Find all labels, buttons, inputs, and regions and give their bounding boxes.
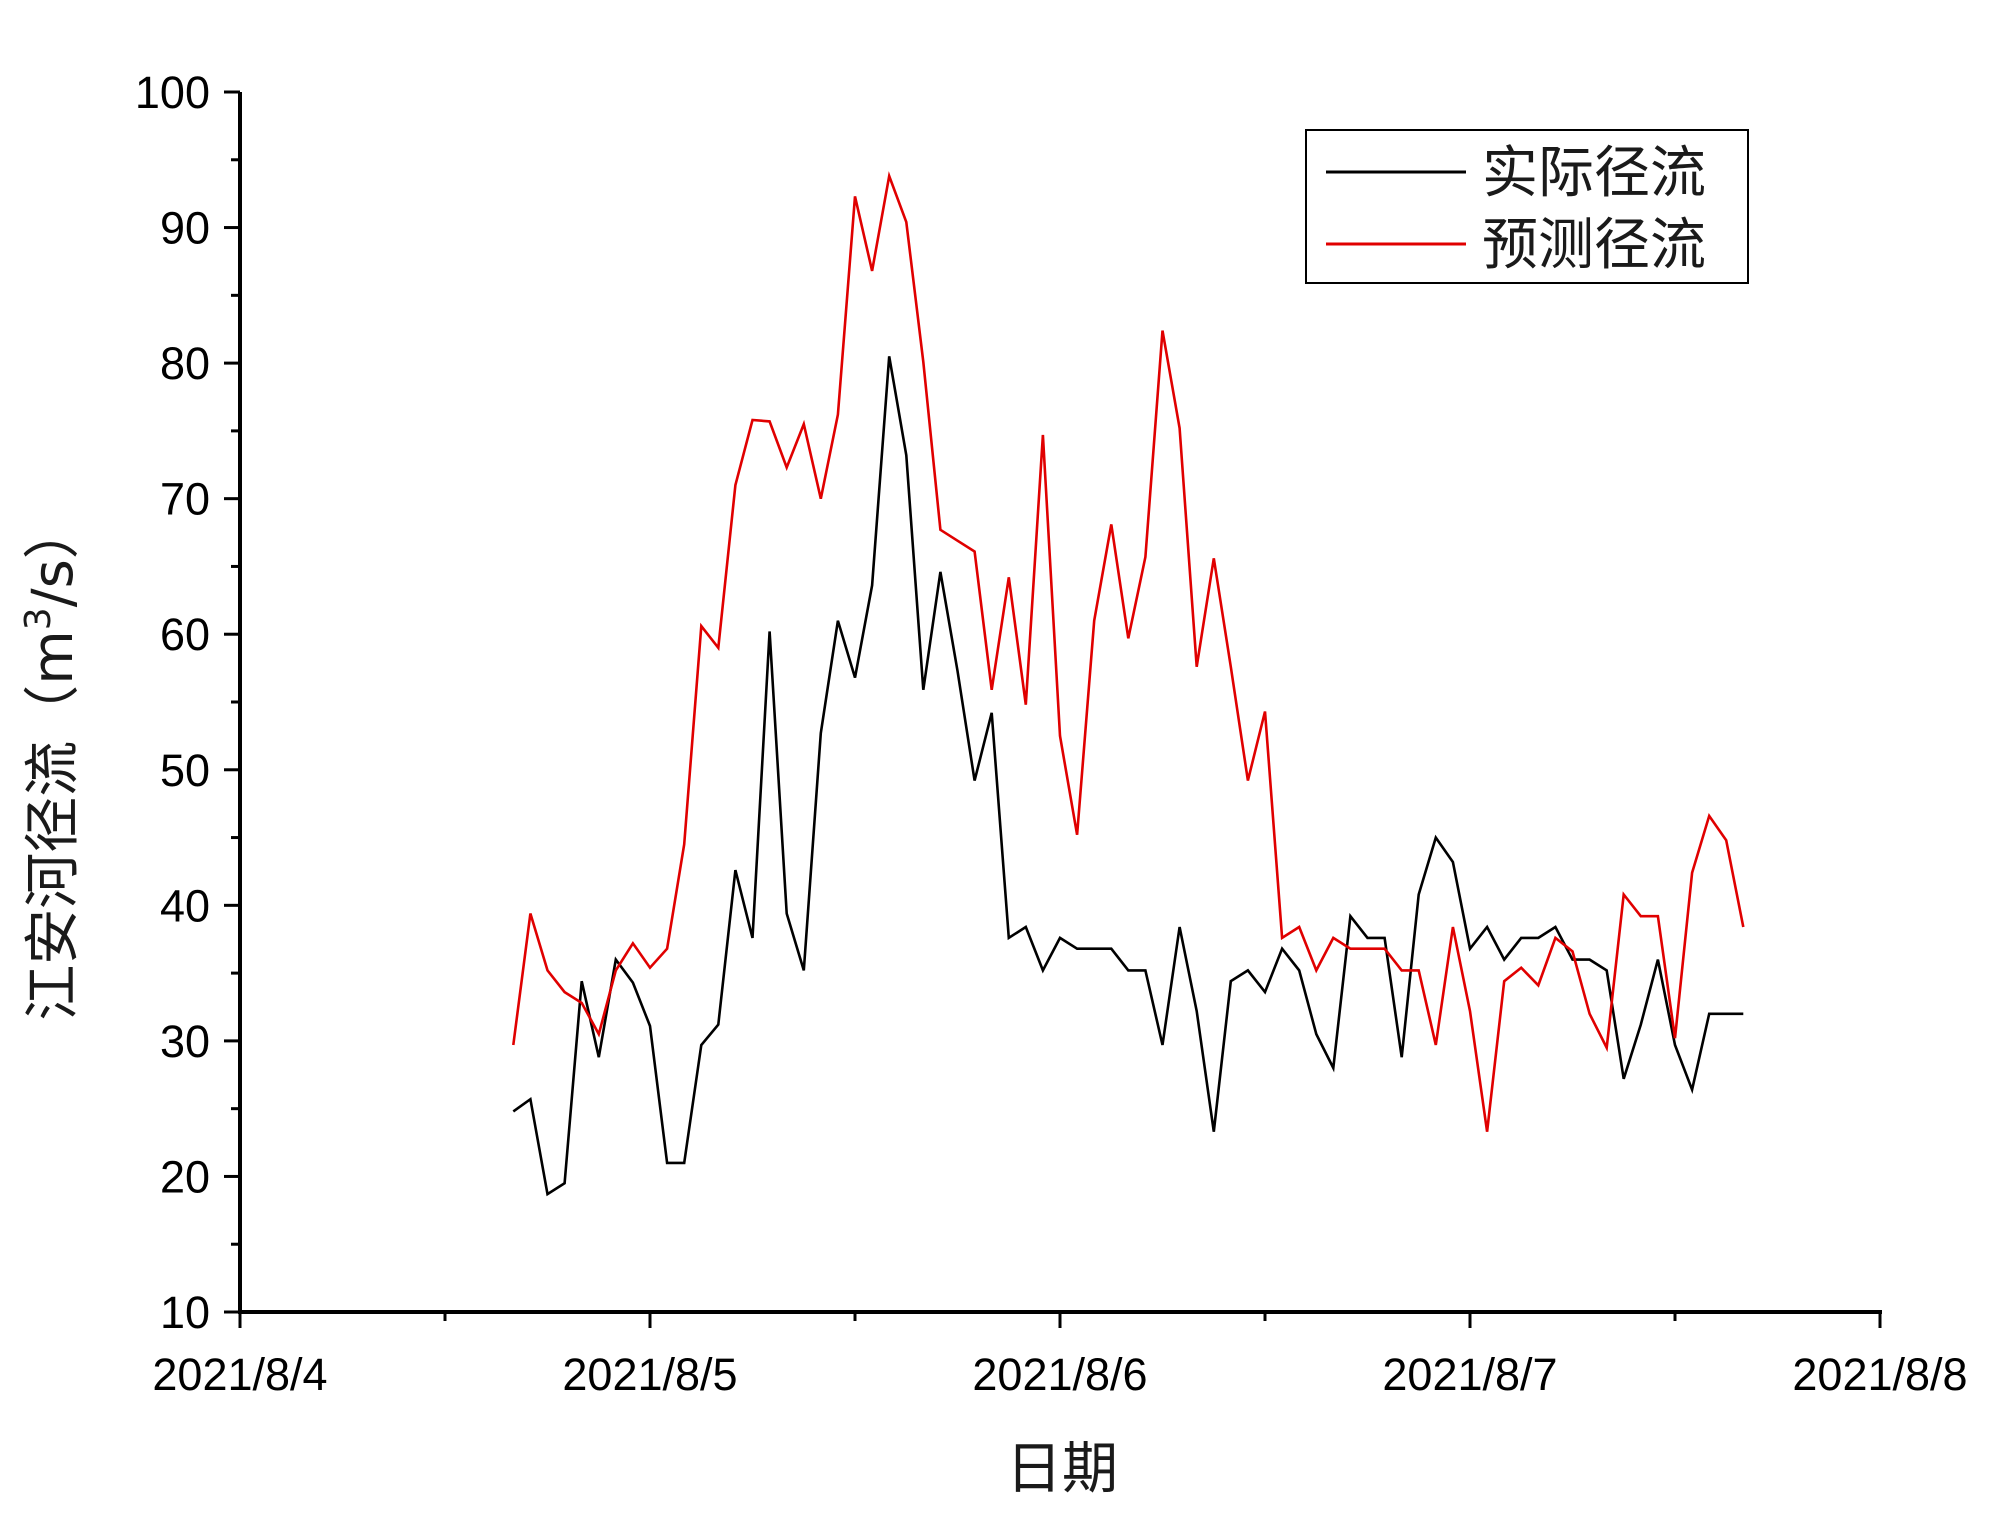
y-tick-label: 50 — [160, 745, 210, 796]
y-tick-label: 90 — [160, 203, 210, 254]
legend: 实际径流 预测径流 — [1305, 129, 1749, 284]
y-tick-label: 10 — [160, 1287, 210, 1338]
y-tick-label: 30 — [160, 1016, 210, 1067]
x-tick-label: 2021/8/8 — [1792, 1349, 1967, 1400]
y-tick-label: 80 — [160, 338, 210, 389]
x-axis-ticks: 2021/8/4 2021/8/5 2021/8/6 2021/8/7 2021/8/8 — [152, 1312, 1968, 1400]
x-tick-label: 2021/8/4 — [152, 1349, 327, 1400]
y-axis-title-main: 江安河径流（m — [21, 630, 86, 1021]
x-tick-label: 2021/8/5 — [562, 1349, 737, 1400]
series-line-predicted — [512, 171, 1745, 1132]
y-tick-label: 70 — [160, 474, 210, 525]
y-tick-label: 60 — [160, 609, 210, 660]
y-axis-title: 江安河径流（m3/s） — [18, 503, 86, 1021]
x-tick-label: 2021/8/7 — [1382, 1349, 1557, 1400]
y-tick-label: 20 — [160, 1151, 210, 1202]
legend-label-actual: 实际径流 — [1482, 141, 1706, 206]
y-tick-label: 40 — [160, 880, 210, 931]
legend-frame — [1305, 129, 1749, 284]
y-tick-label: 100 — [135, 67, 210, 118]
y-axis-title-tail: /s） — [21, 503, 86, 607]
series-line-actual — [512, 356, 1744, 1197]
legend-label-predicted: 预测径流 — [1482, 213, 1706, 278]
x-tick-label: 2021/8/6 — [972, 1349, 1147, 1400]
series-lines — [512, 171, 1745, 1197]
y-axis-title-superscript: 3 — [18, 607, 59, 630]
x-axis-title: 日期 — [1006, 1437, 1118, 1502]
